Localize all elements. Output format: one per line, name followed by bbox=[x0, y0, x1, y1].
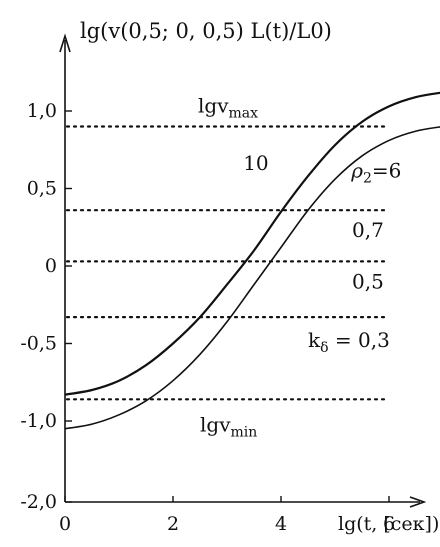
series-line-1 bbox=[64, 126, 440, 430]
x-axis-title: lg(t, [сек]) bbox=[338, 513, 439, 535]
y-tick-label: 1,0 bbox=[27, 100, 57, 122]
axes: 1,00,50-0,5-1,0-2,00 2 4 6 bbox=[20, 33, 427, 535]
x-axis-arrow bbox=[409, 496, 427, 508]
reference-label: lgvmin bbox=[200, 412, 257, 440]
x-tick-label: 4 bbox=[275, 513, 287, 535]
y-tick-label: -0,5 bbox=[20, 333, 57, 355]
y-axis-arrow bbox=[59, 33, 71, 53]
curve-label-1: ρ2=6 bbox=[350, 159, 401, 187]
reference-label: 0,5 bbox=[352, 269, 384, 293]
reference-label: lgvmax bbox=[198, 94, 258, 122]
y-tick-label: -2,0 bbox=[20, 491, 57, 513]
x-tick-label: 2 bbox=[167, 513, 179, 535]
y-tick-label: 0,5 bbox=[27, 178, 57, 200]
curve-label-0: 10 bbox=[243, 151, 268, 175]
x-tick-label: 6 bbox=[383, 513, 395, 535]
reference-label: 0,7 bbox=[352, 218, 384, 242]
series-line-0 bbox=[64, 91, 440, 396]
y-axis-title: lg(v(0,5; 0, 0,5) L(t)/L0) bbox=[80, 19, 332, 43]
reference-label: kδ = 0,3 bbox=[308, 328, 390, 356]
reference-lines bbox=[65, 125, 386, 401]
y-tick-label: 0 bbox=[45, 255, 57, 277]
y-tick-label: -1,0 bbox=[20, 410, 57, 432]
annotations: lg(v(0,5; 0, 0,5) L(t)/L0) lg(t, [сек]) lg… bbox=[80, 19, 439, 535]
curves bbox=[64, 91, 440, 430]
x-tick-label: 0 bbox=[59, 513, 71, 535]
